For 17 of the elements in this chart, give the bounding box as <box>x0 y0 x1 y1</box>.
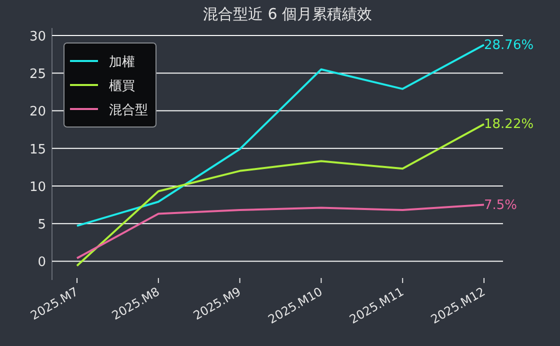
line-series <box>76 123 485 267</box>
y-tick-label: 25 <box>29 67 46 82</box>
legend-label: 加權 <box>109 55 135 70</box>
data-label: 7.5% <box>484 198 518 213</box>
line-series <box>76 44 485 227</box>
chart-title: 混合型近 6 個月累積績效 <box>202 5 372 23</box>
y-tick-label: 5 <box>38 218 46 233</box>
y-tick-label: 15 <box>29 142 46 158</box>
legend-label: 混合型 <box>109 103 148 118</box>
y-tick-label: 0 <box>38 255 46 270</box>
legend-label: 櫃買 <box>109 79 135 94</box>
y-tick-label: 20 <box>29 104 46 120</box>
line-series <box>76 204 485 260</box>
y-tick-label: 10 <box>29 180 46 195</box>
data-label: 28.76% <box>484 38 534 53</box>
y-tick-label: 30 <box>29 30 46 45</box>
data-label: 18.22% <box>484 117 534 132</box>
